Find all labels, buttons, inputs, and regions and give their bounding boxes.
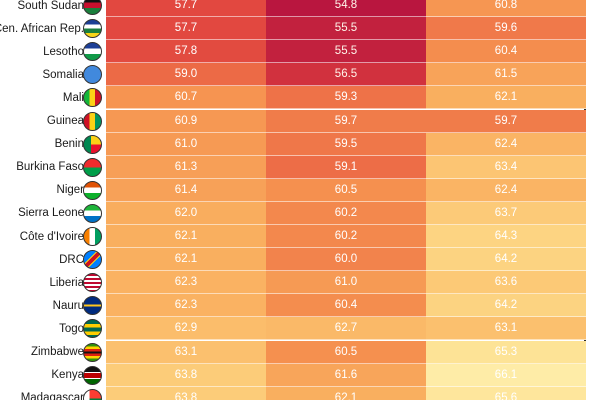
country-label: Liberia bbox=[49, 276, 84, 289]
value-cell: 55.5 bbox=[266, 40, 426, 64]
value-cell: 59.5 bbox=[266, 132, 426, 156]
value-cell: 66.1 bbox=[426, 363, 586, 387]
country-label: Lesotho bbox=[43, 45, 84, 58]
value-cell: 60.2 bbox=[266, 201, 426, 225]
sierra-leone-flag-icon bbox=[83, 203, 102, 223]
value-cell: 62.4 bbox=[426, 178, 586, 202]
value-cell: 60.7 bbox=[106, 86, 266, 110]
value-cell: 64.3 bbox=[426, 225, 586, 249]
value-cell: 60.5 bbox=[266, 340, 426, 364]
value-cell: 59.6 bbox=[426, 17, 586, 41]
burkina-faso-flag-icon bbox=[83, 157, 102, 177]
country-label: Nauru bbox=[52, 299, 84, 312]
value-cell: 61.0 bbox=[106, 132, 266, 156]
value-cell: 61.0 bbox=[266, 271, 426, 295]
togo-flag-icon bbox=[83, 319, 102, 339]
value-cell: 63.1 bbox=[106, 340, 266, 364]
niger-flag-icon bbox=[83, 180, 102, 200]
drc-flag-icon bbox=[83, 250, 102, 270]
value-cell: 64.2 bbox=[426, 294, 586, 318]
value-cell: 65.6 bbox=[426, 386, 586, 400]
value-cell: 61.6 bbox=[266, 363, 426, 387]
nauru-flag-icon bbox=[83, 296, 102, 316]
value-cell: 61.4 bbox=[106, 178, 266, 202]
value-cell: 63.7 bbox=[426, 201, 586, 225]
value-cell: 59.0 bbox=[106, 63, 266, 87]
value-cell: 59.3 bbox=[266, 86, 426, 110]
country-label: Sierra Leone bbox=[18, 207, 84, 220]
value-cell: 62.7 bbox=[266, 317, 426, 341]
mali-flag-icon bbox=[83, 88, 102, 108]
value-cell: 60.0 bbox=[266, 248, 426, 272]
somalia-flag-icon bbox=[83, 65, 102, 85]
kenya-flag-icon bbox=[83, 365, 102, 385]
value-cell: 63.1 bbox=[426, 317, 586, 341]
country-label: DRC bbox=[59, 253, 84, 266]
value-cell: 57.7 bbox=[106, 0, 266, 18]
value-cell: 56.5 bbox=[266, 63, 426, 87]
value-cell: 54.8 bbox=[266, 0, 426, 18]
value-cell: 59.1 bbox=[266, 155, 426, 179]
country-label: Mali bbox=[62, 91, 84, 104]
value-cell: 60.4 bbox=[426, 40, 586, 64]
country-label: Burkina Faso bbox=[16, 161, 84, 174]
value-cell: 59.7 bbox=[426, 109, 586, 133]
value-cell: 62.1 bbox=[266, 386, 426, 400]
value-cell: 61.5 bbox=[426, 63, 586, 87]
lesotho-flag-icon bbox=[83, 42, 102, 62]
country-label: Madagascar bbox=[20, 392, 84, 400]
value-cell: 63.8 bbox=[106, 386, 266, 400]
value-cell: 63.8 bbox=[106, 363, 266, 387]
country-label: Zimbabwe bbox=[30, 346, 84, 359]
zimbabwe-flag-icon bbox=[83, 342, 102, 362]
value-cell: 62.1 bbox=[426, 86, 586, 110]
value-cell: 60.5 bbox=[266, 178, 426, 202]
value-cell: 63.4 bbox=[426, 155, 586, 179]
value-cell: 59.7 bbox=[266, 109, 426, 133]
country-label: Kenya bbox=[51, 369, 84, 382]
value-cell: 55.5 bbox=[266, 17, 426, 41]
value-cell: 57.8 bbox=[106, 40, 266, 64]
value-cell: 57.7 bbox=[106, 17, 266, 41]
country-label: South Sudan bbox=[17, 0, 84, 12]
madagascar-flag-icon bbox=[83, 388, 102, 400]
value-cell: 63.6 bbox=[426, 271, 586, 295]
country-label: Guinea bbox=[46, 115, 84, 128]
cote-divoire-flag-icon bbox=[83, 227, 102, 247]
value-cell: 62.9 bbox=[106, 317, 266, 341]
south-sudan-flag-icon bbox=[83, 0, 102, 16]
value-cell: 62.4 bbox=[426, 132, 586, 156]
value-cell: 64.2 bbox=[426, 248, 586, 272]
value-cell: 62.1 bbox=[106, 248, 266, 272]
value-cell: 61.3 bbox=[106, 155, 266, 179]
value-cell: 62.0 bbox=[106, 201, 266, 225]
country-label: Somalia bbox=[42, 68, 84, 81]
guinea-flag-icon bbox=[83, 111, 102, 131]
country-label: Côte d'Ivoire bbox=[19, 230, 84, 243]
country-label: Togo bbox=[59, 322, 84, 335]
country-label: Niger bbox=[56, 184, 84, 197]
country-label: Benin bbox=[54, 138, 84, 151]
benin-flag-icon bbox=[83, 134, 102, 154]
car-flag-icon bbox=[83, 19, 102, 39]
value-cell: 60.9 bbox=[106, 109, 266, 133]
value-cell: 65.3 bbox=[426, 340, 586, 364]
value-cell: 60.4 bbox=[266, 294, 426, 318]
country-label: Cen. African Rep. bbox=[0, 22, 84, 35]
value-cell: 62.3 bbox=[106, 271, 266, 295]
liberia-flag-icon bbox=[83, 273, 102, 293]
value-cell: 60.2 bbox=[266, 225, 426, 249]
value-cell: 62.3 bbox=[106, 294, 266, 318]
value-cell: 62.1 bbox=[106, 225, 266, 249]
value-cell: 60.8 bbox=[426, 0, 586, 18]
